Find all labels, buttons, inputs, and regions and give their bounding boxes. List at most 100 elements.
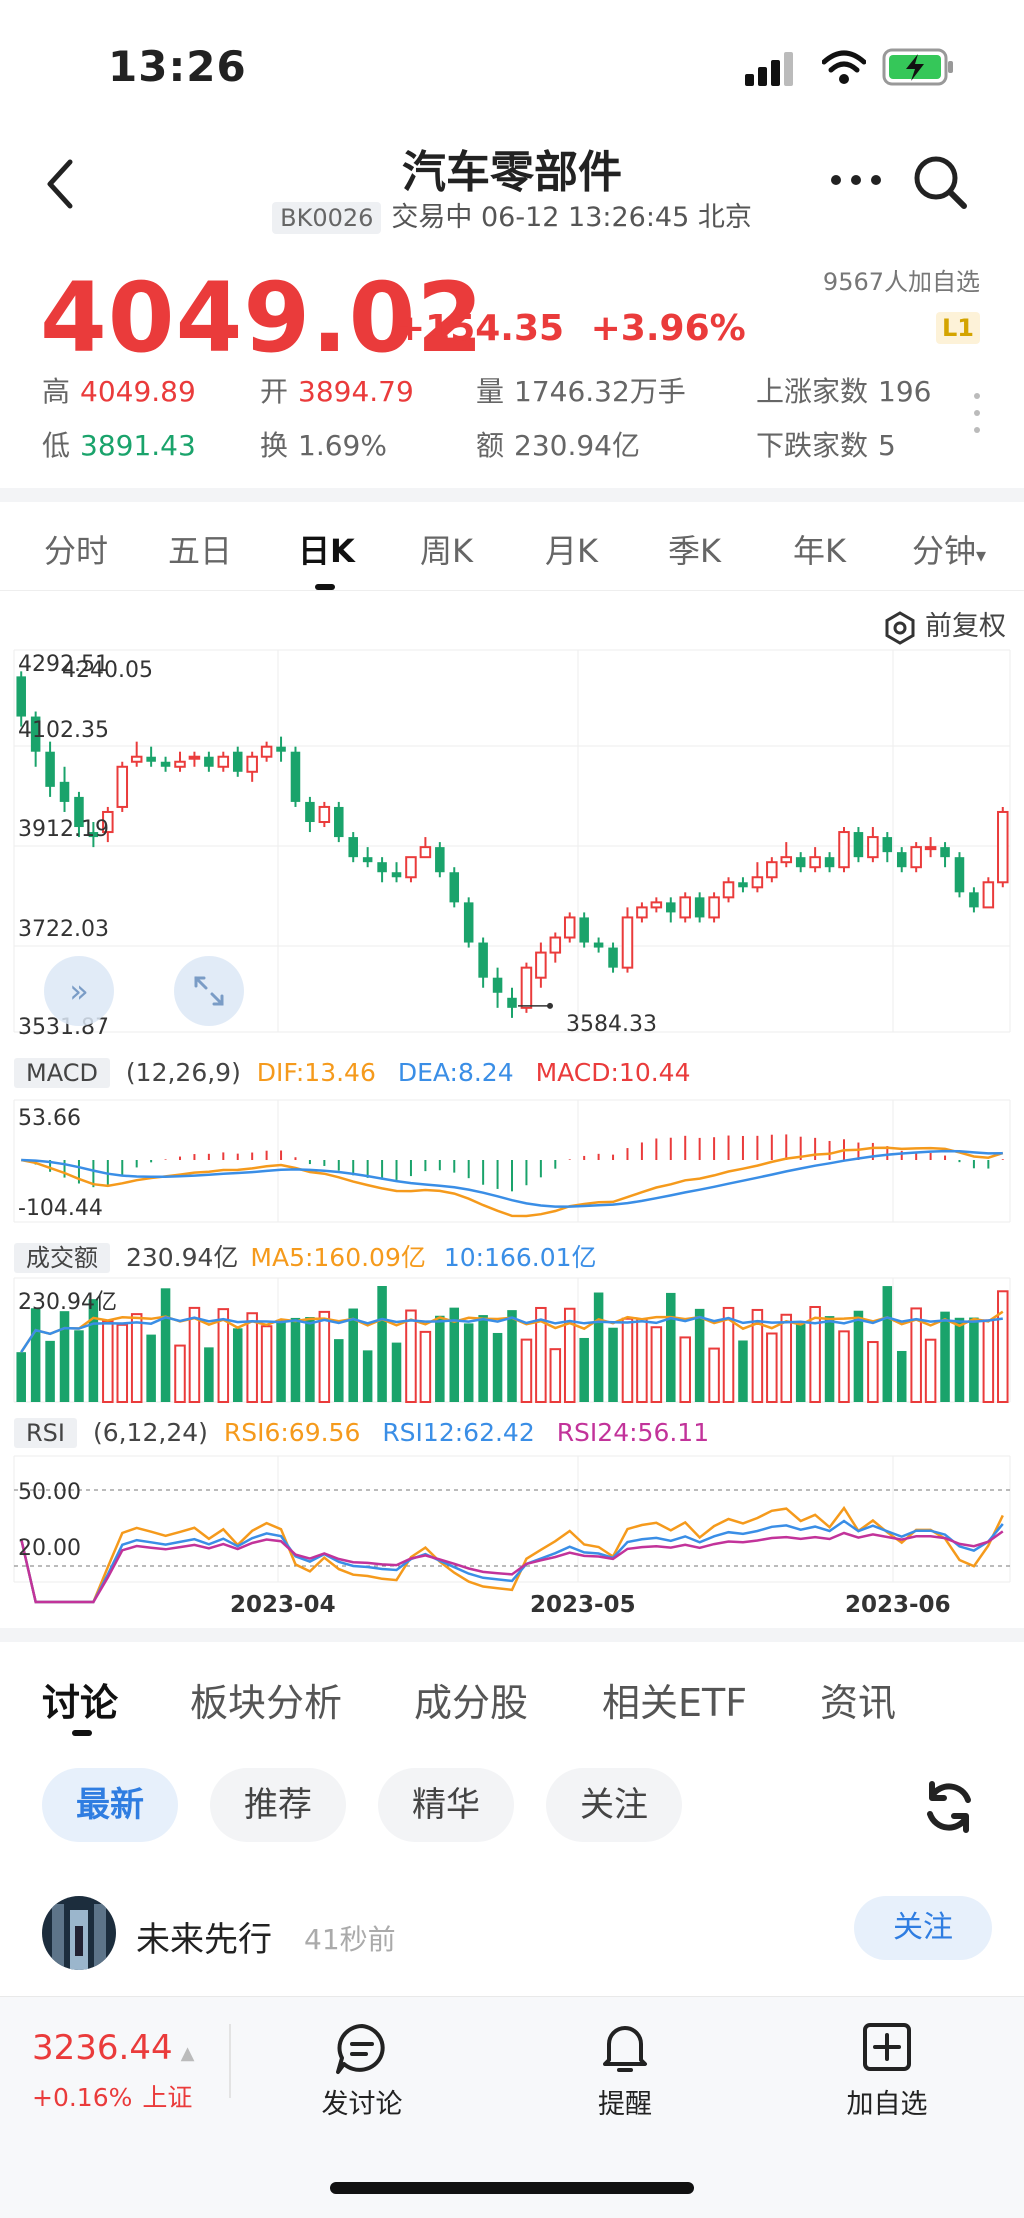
candle	[924, 846, 937, 851]
discuss-icon[interactable]	[334, 2022, 390, 2076]
candle	[579, 917, 589, 943]
candle	[853, 832, 864, 858]
candle	[694, 897, 705, 918]
fullscreen-icon[interactable]	[174, 956, 244, 1026]
discuss-button[interactable]: 发讨论	[321, 2089, 403, 2120]
stat-turnover: 换 1.69%	[260, 429, 387, 462]
post-author[interactable]: 未来先行	[136, 1920, 272, 1960]
volume-bar	[535, 1306, 547, 1403]
price-change: +154.35 +3.96%	[395, 308, 746, 349]
candle	[621, 916, 634, 969]
volume-bar	[650, 1326, 663, 1403]
volume-bar	[174, 1344, 186, 1403]
filter-recommended[interactable]: 推荐	[210, 1768, 346, 1842]
tab-five-day[interactable]: 五日	[168, 532, 233, 570]
expand-left-icon[interactable]: »	[44, 956, 114, 1026]
trade-status-line: BK0026 交易中 06-12 13:26:45 北京	[0, 195, 1024, 234]
more-icon[interactable]	[828, 170, 884, 190]
tab-yearly-k[interactable]: 年K	[793, 532, 846, 570]
rsi-header: RSI (6,12,24) RSI6:69.56 RSI12:62.42 RSI…	[14, 1418, 709, 1448]
add-watchlist-button[interactable]: 加自选	[846, 2089, 928, 2120]
volume-bar	[954, 1317, 965, 1402]
tab-monthly-k[interactable]: 月K	[545, 532, 598, 570]
up-triangle-icon: ▲	[180, 2043, 195, 2064]
adjust-setting[interactable]: 前复权	[883, 604, 1006, 645]
vertical-more-icon[interactable]	[970, 390, 984, 436]
back-icon[interactable]	[40, 156, 80, 212]
filter-following[interactable]: 关注	[546, 1768, 682, 1842]
stat-open: 开 3894.79	[260, 375, 414, 408]
volume-bar	[246, 1312, 258, 1403]
macd-header: MACD (12,26,9) DIF:13.46 DEA:8.24 MACD:1…	[14, 1058, 691, 1088]
index-price[interactable]: 3236.44 ▲	[32, 2028, 195, 2068]
volume-bar	[492, 1332, 503, 1402]
tab-constituents[interactable]: 成分股	[414, 1681, 529, 1725]
volume-top-label: 230.94亿	[18, 1290, 117, 1315]
level-badge[interactable]: L1	[936, 312, 980, 344]
candle	[102, 810, 114, 834]
rsi-label-50: 50.00	[18, 1480, 81, 1505]
tab-weekly-k[interactable]: 周K	[420, 532, 473, 570]
volume-bar	[74, 1330, 84, 1402]
candle	[982, 881, 995, 909]
filter-latest[interactable]: 最新	[42, 1768, 178, 1842]
candle	[16, 676, 26, 717]
filter-featured[interactable]: 精华	[378, 1768, 514, 1842]
tab-discussion[interactable]: 讨论	[42, 1681, 119, 1725]
kline-chart[interactable]	[0, 640, 1024, 1640]
divider	[229, 2024, 231, 2098]
candle	[188, 755, 201, 760]
y-axis-label: 3722.03	[18, 917, 109, 942]
follow-button[interactable]: 关注	[854, 1896, 992, 1960]
tab-minute[interactable]: 分钟▾	[912, 532, 987, 570]
volume-badge[interactable]: 成交额	[14, 1243, 110, 1273]
tab-related-etf[interactable]: 相关ETF	[602, 1681, 748, 1725]
candle	[146, 756, 156, 762]
candle	[997, 810, 1009, 884]
macd-badge[interactable]: MACD	[14, 1058, 110, 1088]
candle	[636, 906, 648, 919]
candle	[391, 872, 402, 878]
tab-news[interactable]: 资讯	[820, 1681, 897, 1725]
remind-button[interactable]: 提醒	[598, 2089, 652, 2120]
candle	[305, 801, 315, 823]
candle	[318, 805, 331, 824]
candle	[217, 755, 230, 768]
trade-status: 交易中 06-12 13:26:45 北京	[391, 202, 752, 233]
volume-bar	[608, 1327, 618, 1402]
volume-bar	[520, 1338, 533, 1403]
volume-bar	[232, 1328, 243, 1402]
active-tab-indicator	[315, 584, 335, 590]
active-tab-indicator	[72, 1730, 92, 1736]
candle	[838, 831, 850, 869]
add-icon[interactable]	[862, 2022, 912, 2072]
avatar[interactable]	[42, 1896, 116, 1970]
candle	[174, 760, 186, 768]
volume-bar	[305, 1317, 315, 1402]
y-axis-label: 4102.35	[18, 718, 109, 743]
tab-timeshare[interactable]: 分时	[44, 532, 109, 570]
volume-bar	[463, 1323, 474, 1402]
tab-quarterly-k[interactable]: 季K	[668, 532, 721, 570]
tab-sector-analysis[interactable]: 板块分析	[190, 1681, 343, 1725]
candle	[232, 751, 243, 772]
candle	[377, 862, 387, 873]
tab-daily-k[interactable]: 日K	[298, 532, 355, 570]
volume-bar	[621, 1317, 634, 1403]
volume-bar	[867, 1341, 879, 1403]
candle	[940, 847, 950, 858]
section-divider	[0, 1628, 1024, 1642]
stat-down-count: 下跌家数 5	[756, 429, 896, 462]
candle	[478, 942, 488, 978]
index-change: +0.16% 上证	[32, 2083, 193, 2112]
search-icon[interactable]	[910, 152, 970, 212]
candle	[88, 832, 99, 838]
candle	[809, 856, 821, 869]
candle	[535, 951, 547, 979]
bell-icon[interactable]	[597, 2020, 653, 2076]
rsi-badge[interactable]: RSI	[14, 1418, 77, 1448]
volume-bar	[824, 1316, 835, 1402]
refresh-icon[interactable]	[920, 1778, 978, 1836]
candle	[160, 761, 171, 767]
stat-up-count: 上涨家数 196	[756, 375, 932, 408]
